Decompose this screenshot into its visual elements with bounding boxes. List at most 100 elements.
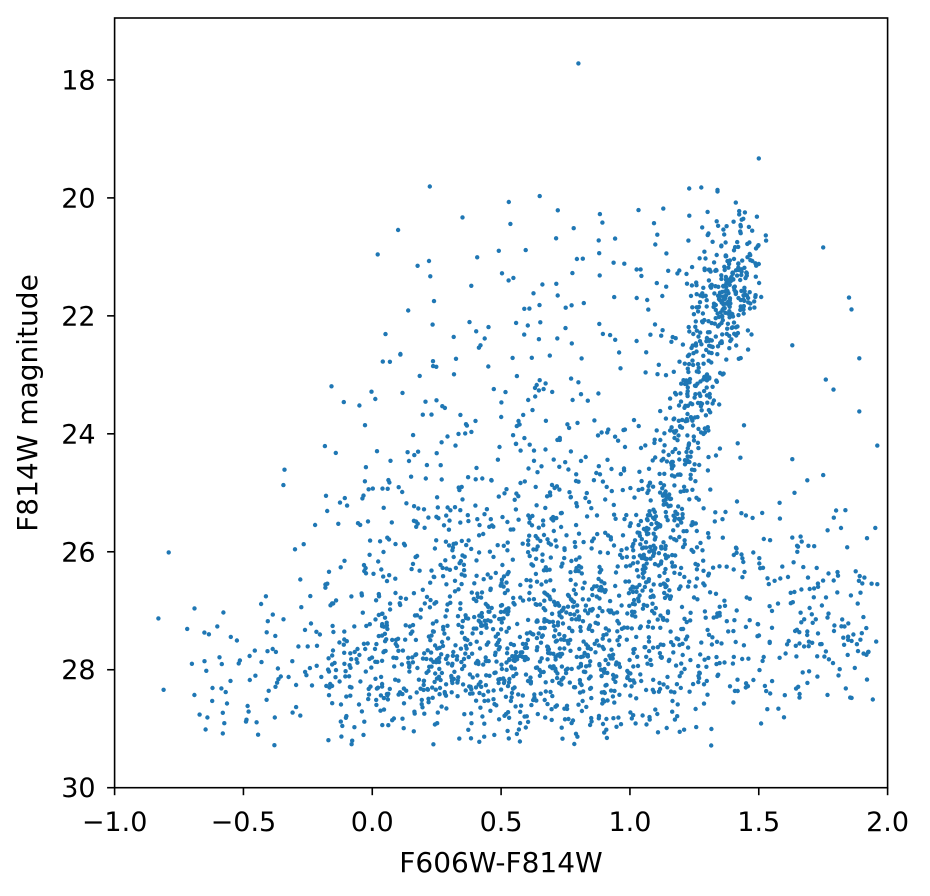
- data-point: [720, 535, 725, 540]
- data-point: [418, 615, 423, 620]
- data-point: [701, 361, 706, 366]
- data-point: [363, 571, 369, 576]
- data-point: [371, 571, 376, 576]
- data-point: [568, 376, 574, 381]
- data-point: [682, 538, 687, 543]
- data-point: [597, 321, 602, 327]
- data-point: [655, 645, 660, 650]
- data-point: [708, 285, 714, 290]
- data-point: [496, 680, 501, 686]
- data-point: [419, 697, 424, 703]
- data-point: [651, 531, 656, 536]
- data-point: [342, 650, 347, 655]
- data-point: [729, 274, 734, 280]
- data-point: [583, 664, 589, 669]
- data-point: [425, 687, 431, 692]
- data-point: [314, 629, 319, 634]
- data-point: [352, 624, 357, 629]
- data-point: [797, 695, 802, 700]
- data-point: [643, 687, 649, 693]
- data-point: [600, 587, 605, 592]
- data-point: [511, 275, 516, 281]
- data-point: [721, 283, 726, 289]
- data-point: [612, 700, 617, 705]
- data-point: [652, 440, 657, 446]
- data-point: [517, 634, 523, 640]
- data-point: [562, 706, 567, 711]
- data-point: [514, 731, 520, 737]
- data-point: [673, 392, 679, 397]
- data-point: [482, 698, 487, 704]
- data-point: [801, 644, 807, 649]
- data-point: [815, 674, 820, 679]
- data-point: [533, 394, 538, 399]
- data-point: [430, 621, 436, 626]
- data-point: [452, 505, 458, 510]
- data-point: [734, 333, 739, 338]
- data-point: [577, 646, 582, 652]
- data-point: [447, 567, 453, 572]
- data-point: [684, 449, 689, 455]
- data-point: [741, 559, 746, 565]
- data-point: [722, 598, 727, 603]
- data-point: [245, 703, 250, 709]
- data-point: [366, 686, 371, 692]
- data-point: [641, 552, 646, 557]
- data-point: [553, 538, 558, 543]
- data-point: [192, 692, 197, 698]
- data-point: [328, 681, 333, 687]
- data-point: [738, 355, 743, 361]
- data-point: [339, 734, 344, 739]
- data-point: [446, 527, 452, 532]
- data-point: [612, 688, 617, 694]
- data-point: [624, 512, 629, 518]
- data-point: [613, 662, 619, 667]
- data-point: [639, 537, 644, 542]
- data-point: [599, 673, 604, 679]
- data-point: [747, 306, 753, 311]
- data-point: [662, 590, 667, 596]
- data-point: [612, 434, 618, 439]
- data-point: [650, 625, 656, 630]
- data-point: [703, 256, 708, 261]
- data-point: [499, 271, 505, 276]
- data-point: [471, 596, 476, 602]
- data-point: [435, 505, 440, 510]
- data-point: [562, 717, 568, 722]
- data-point: [570, 270, 575, 276]
- data-point: [557, 487, 562, 492]
- data-point: [641, 575, 646, 580]
- data-point: [589, 695, 594, 701]
- data-point: [565, 422, 570, 427]
- data-point: [314, 643, 320, 648]
- data-point: [678, 424, 683, 430]
- data-point: [589, 719, 594, 724]
- data-point: [533, 602, 538, 607]
- data-point: [738, 268, 744, 273]
- data-point: [793, 686, 799, 691]
- data-point: [366, 696, 371, 702]
- data-point: [763, 238, 769, 243]
- data-point: [606, 427, 611, 432]
- data-point: [457, 487, 462, 493]
- data-point: [458, 606, 463, 612]
- data-point: [627, 657, 632, 663]
- data-point: [600, 636, 605, 641]
- data-point: [265, 619, 270, 624]
- data-point: [585, 611, 591, 616]
- data-point: [429, 568, 434, 573]
- data-point: [724, 331, 729, 337]
- data-point: [734, 608, 739, 613]
- data-point: [738, 231, 743, 236]
- data-point: [499, 414, 504, 420]
- data-point: [505, 683, 511, 689]
- data-point: [462, 663, 467, 669]
- data-point: [506, 278, 511, 283]
- data-point: [559, 677, 564, 682]
- data-point: [514, 491, 519, 496]
- data-point: [628, 485, 633, 491]
- data-point: [657, 490, 663, 495]
- data-point: [659, 333, 664, 338]
